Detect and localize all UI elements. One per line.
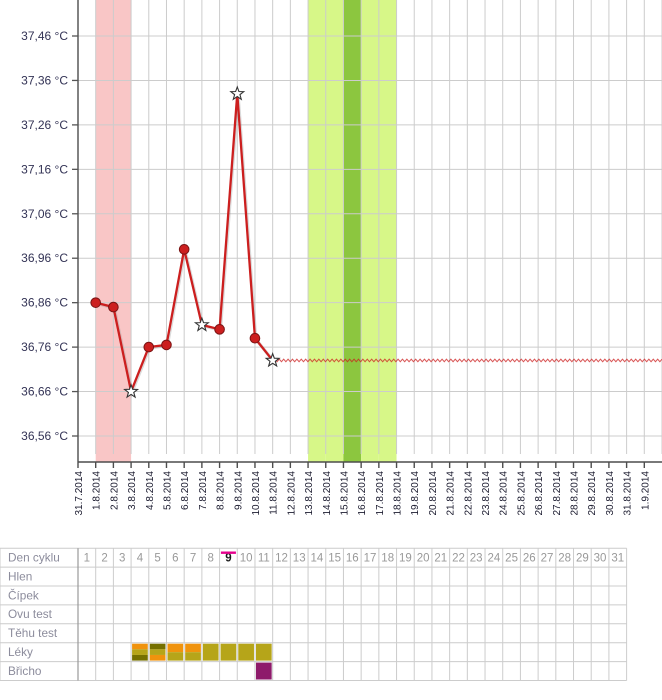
svg-text:13: 13 — [293, 553, 306, 565]
svg-text:1: 1 — [84, 553, 90, 565]
svg-text:19.8.2014: 19.8.2014 — [410, 471, 421, 516]
svg-text:13.8.2014: 13.8.2014 — [304, 471, 315, 516]
svg-text:Ovu test: Ovu test — [8, 607, 53, 621]
svg-text:24: 24 — [487, 553, 500, 565]
svg-text:Den cyklu: Den cyklu — [8, 550, 60, 564]
svg-text:7: 7 — [190, 553, 196, 565]
svg-text:11.8.2014: 11.8.2014 — [269, 471, 280, 515]
svg-text:12.8.2014: 12.8.2014 — [286, 471, 297, 516]
svg-text:6: 6 — [172, 553, 178, 565]
svg-text:9.8.2014: 9.8.2014 — [233, 471, 244, 510]
svg-text:Hlen: Hlen — [8, 569, 32, 583]
svg-text:37,16 °C: 37,16 °C — [21, 162, 68, 176]
svg-text:Břicho: Břicho — [8, 664, 42, 678]
svg-text:25.8.2014: 25.8.2014 — [516, 471, 527, 516]
svg-text:36,56 °C: 36,56 °C — [21, 429, 68, 443]
svg-text:28: 28 — [558, 553, 571, 565]
svg-text:18.8.2014: 18.8.2014 — [393, 471, 404, 516]
svg-text:5: 5 — [154, 553, 160, 565]
svg-text:37,46 °C: 37,46 °C — [21, 29, 68, 43]
svg-text:37,36 °C: 37,36 °C — [21, 73, 68, 87]
svg-text:14: 14 — [311, 553, 324, 565]
svg-text:11: 11 — [258, 553, 270, 565]
svg-text:22.8.2014: 22.8.2014 — [463, 471, 474, 516]
svg-text:21: 21 — [434, 553, 447, 565]
svg-text:37,06 °C: 37,06 °C — [21, 207, 68, 221]
svg-text:4: 4 — [137, 553, 144, 565]
svg-text:10.8.2014: 10.8.2014 — [251, 471, 262, 516]
svg-text:3.8.2014: 3.8.2014 — [127, 471, 138, 510]
svg-text:26: 26 — [523, 553, 536, 565]
svg-text:15: 15 — [328, 553, 341, 565]
svg-text:Čípek: Čípek — [8, 588, 39, 602]
svg-text:1.9.2014: 1.9.2014 — [640, 471, 651, 510]
svg-text:23.8.2014: 23.8.2014 — [481, 471, 492, 516]
svg-text:22: 22 — [452, 553, 465, 565]
svg-text:15.8.2014: 15.8.2014 — [339, 471, 350, 516]
svg-text:20.8.2014: 20.8.2014 — [428, 471, 439, 516]
svg-text:30.8.2014: 30.8.2014 — [605, 471, 616, 516]
svg-text:25: 25 — [505, 553, 518, 565]
svg-text:14.8.2014: 14.8.2014 — [322, 471, 333, 516]
svg-text:7.8.2014: 7.8.2014 — [198, 471, 209, 510]
svg-text:27: 27 — [541, 553, 554, 565]
svg-text:Léky: Léky — [8, 645, 33, 659]
svg-text:30: 30 — [594, 553, 607, 565]
svg-text:29: 29 — [576, 553, 589, 565]
svg-text:12: 12 — [275, 553, 288, 565]
svg-text:16: 16 — [346, 553, 359, 565]
svg-text:10: 10 — [240, 553, 253, 565]
svg-text:31.8.2014: 31.8.2014 — [623, 471, 634, 516]
svg-text:1.8.2014: 1.8.2014 — [92, 471, 103, 510]
svg-text:31: 31 — [611, 553, 624, 565]
svg-text:17: 17 — [364, 553, 377, 565]
svg-text:31.7.2014: 31.7.2014 — [74, 471, 85, 516]
svg-text:24.8.2014: 24.8.2014 — [499, 471, 510, 516]
svg-text:21.8.2014: 21.8.2014 — [446, 471, 457, 516]
svg-text:4.8.2014: 4.8.2014 — [145, 471, 156, 510]
svg-text:36,86 °C: 36,86 °C — [21, 296, 68, 310]
svg-text:9: 9 — [225, 553, 231, 565]
svg-text:20: 20 — [417, 553, 430, 565]
svg-text:16.8.2014: 16.8.2014 — [357, 471, 368, 516]
svg-text:36,66 °C: 36,66 °C — [21, 385, 68, 399]
svg-text:26.8.2014: 26.8.2014 — [534, 471, 545, 516]
svg-text:3: 3 — [119, 553, 125, 565]
svg-text:5.8.2014: 5.8.2014 — [162, 471, 173, 510]
svg-text:17.8.2014: 17.8.2014 — [375, 471, 386, 516]
svg-text:28.8.2014: 28.8.2014 — [570, 471, 581, 516]
svg-text:29.8.2014: 29.8.2014 — [587, 471, 598, 516]
svg-text:Těhu test: Těhu test — [8, 626, 58, 640]
svg-text:8: 8 — [208, 553, 214, 565]
svg-text:36,96 °C: 36,96 °C — [21, 251, 68, 265]
svg-text:19: 19 — [399, 553, 412, 565]
svg-text:36,76 °C: 36,76 °C — [21, 340, 68, 354]
svg-text:2: 2 — [101, 553, 107, 565]
svg-text:27.8.2014: 27.8.2014 — [552, 471, 563, 516]
svg-text:2.8.2014: 2.8.2014 — [109, 471, 120, 510]
svg-text:6.8.2014: 6.8.2014 — [180, 471, 191, 510]
svg-text:23: 23 — [470, 553, 483, 565]
svg-text:37,26 °C: 37,26 °C — [21, 118, 68, 132]
svg-text:8.8.2014: 8.8.2014 — [216, 471, 227, 510]
svg-text:18: 18 — [381, 553, 394, 565]
